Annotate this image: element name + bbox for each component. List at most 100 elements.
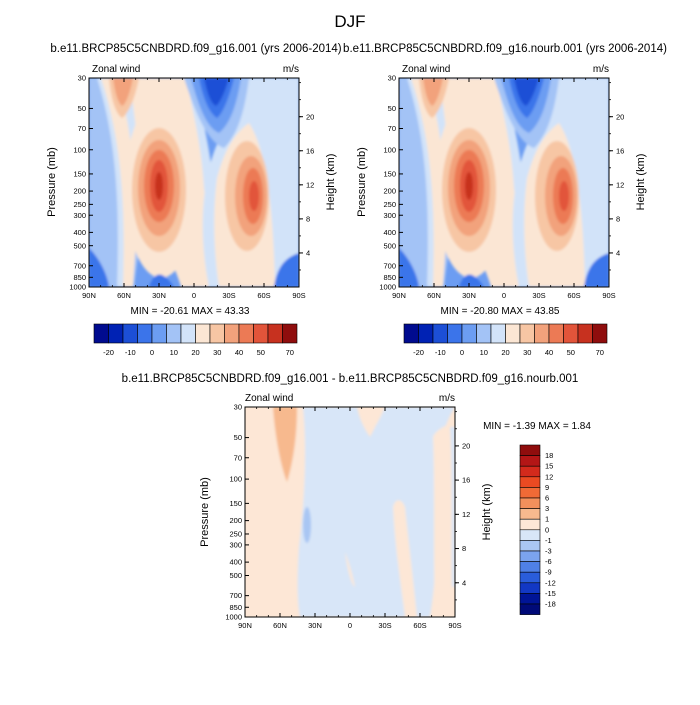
colorbar-tick-label: 30 [523,348,531,357]
colorbar-swatch [577,323,593,344]
colorbar-swatch [519,540,541,552]
y2-tick-label: 8 [306,214,310,223]
y-tick-label: 400 [229,558,242,567]
y-tick-label: 300 [229,540,242,549]
colorbar-swatch [238,323,254,344]
colorbar-tick-label: -3 [545,547,552,556]
y2-tick-label: 20 [616,112,624,121]
colorbar-swatch [490,323,506,344]
colorbar-swatch [519,593,541,605]
colorbar-swatch [432,323,448,344]
y-tick-label: 500 [73,241,86,250]
y-tick-label: 300 [383,211,396,220]
panel-1-right-label: m/s [283,64,299,75]
y2-tick-label: 8 [616,214,620,223]
y2-tick-label: 20 [306,112,314,121]
colorbar-swatch [267,323,283,344]
colorbar-swatch [224,323,240,344]
panel-1-title: b.e11.BRCP85C5CNBDRD.f09_g16.001 (yrs 20… [50,43,341,55]
colorbar-swatch [137,323,153,344]
colorbar-swatch [195,323,211,344]
colorbar-tick-label: 40 [235,348,243,357]
x-tick-label: 90S [448,621,461,630]
colorbar-swatch [151,323,167,344]
y-tick-label: 400 [383,228,396,237]
colorbar-swatch [519,455,541,467]
colorbar-swatch [519,561,541,573]
y-tick-label: 1000 [379,283,396,292]
y-tick-label: 100 [229,475,242,484]
x-tick-label: 60N [117,291,131,300]
colorbar-swatch [476,323,492,344]
panel-2-contours [398,77,610,288]
colorbar-swatch [519,529,541,541]
y-tick-label: 1000 [69,283,86,292]
y-tick-label: 150 [73,170,86,179]
colorbar-tick-label: -15 [545,589,556,598]
colorbar-tick-label: -10 [125,348,136,357]
colorbar-tick-label: 0 [460,348,464,357]
y2-tick-label: 12 [306,180,314,189]
panel-2: b.e11.BRCP85C5CNBDRD.f09_g16.nourb.001 (… [343,43,667,357]
colorbar-swatch [93,323,109,344]
y2-tick-label: 16 [306,146,314,155]
y-tick-label: 30 [78,74,86,83]
colorbar-tick-label: 0 [150,348,154,357]
colorbar-swatch [519,582,541,594]
colorbar-tick-label: 9 [545,483,549,492]
y-tick-label: 50 [388,104,396,113]
panel-2-colorbar: -20 -10 0 10 20 30 40 50 70 [403,323,608,357]
colorbar-tick-label: -6 [545,557,552,566]
panel-2-ylabel-right: Height (km) [635,154,647,211]
y-tick-label: 70 [234,453,242,462]
x-tick-label: 60S [257,291,270,300]
colorbar-swatch [418,323,434,344]
panel-2-y2-ticks: 20 16 12 8 4 [609,82,624,271]
colorbar-swatch [548,323,564,344]
x-tick-label: 60S [567,291,580,300]
y-tick-label: 250 [229,530,242,539]
colorbar-tick-label: -20 [413,348,424,357]
x-tick-label: 30N [462,291,476,300]
colorbar-swatch [519,476,541,488]
colorbar-swatch [209,323,225,344]
y-tick-label: 850 [73,273,86,282]
panel-2-right-label: m/s [593,64,609,75]
y-tick-label: 700 [73,261,86,270]
y2-tick-label: 4 [616,249,620,258]
panel-3-x-ticks: 90N 60N 30N 0 30S 60S 90S [238,407,462,630]
x-tick-label: 60N [273,621,287,630]
colorbar-tick-label: 3 [545,504,549,513]
colorbar-swatch [563,323,579,344]
colorbar-tick-label: 70 [596,348,604,357]
colorbar-tick-label: 40 [545,348,553,357]
x-tick-label: 30S [378,621,391,630]
x-tick-label: 30S [222,291,235,300]
panel-3: b.e11.BRCP85C5CNBDRD.f09_g16.001 - b.e11… [122,373,592,630]
page-title: DJF [334,12,365,31]
colorbar-swatch [447,323,463,344]
x-tick-label: 60N [427,291,441,300]
colorbar-swatch [519,550,541,562]
colorbar-tick-label: 0 [545,525,549,534]
y-tick-label: 150 [383,170,396,179]
colorbar-swatch [519,603,541,615]
y-tick-label: 500 [229,571,242,580]
x-tick-label: 30S [532,291,545,300]
y2-tick-label: 4 [306,249,310,258]
colorbar-tick-label: 50 [567,348,575,357]
colorbar-swatch [519,518,541,531]
x-tick-label: 90N [82,291,96,300]
panel-2-ylabel: Pressure (mb) [356,147,368,217]
colorbar-swatch [519,487,541,499]
y-tick-label: 250 [73,200,86,209]
panel-2-title: b.e11.BRCP85C5CNBDRD.f09_g16.nourb.001 (… [343,43,667,55]
colorbar-tick-label: 20 [501,348,509,357]
panel-1: b.e11.BRCP85C5CNBDRD.f09_g16.001 (yrs 20… [46,43,342,357]
